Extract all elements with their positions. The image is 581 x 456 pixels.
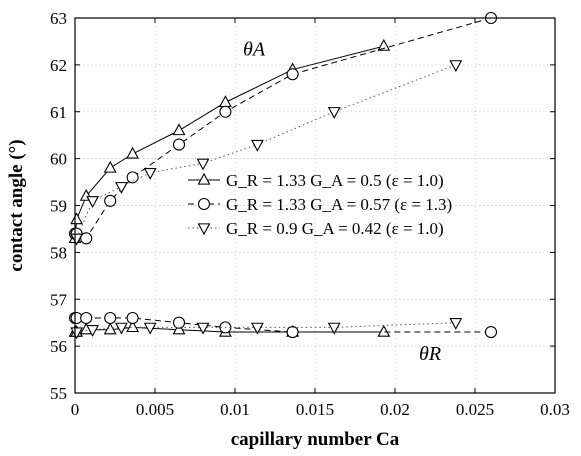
x-tick-label: 0.015 [296,400,334,419]
series-3-receding-point [143,322,157,335]
series-3-advancing-point [250,139,264,152]
series-2-advancing-point [219,105,232,118]
y-tick-label: 61 [50,103,67,122]
series-3-receding-point [250,322,264,335]
series-2-receding-point [286,326,299,339]
series-1-receding-point [172,322,186,335]
series-3-advancing-point [196,158,210,171]
series-2-advancing-point [80,232,93,245]
x-axis-title: capillary number Ca [231,429,400,450]
series-3-advancing-point [449,60,463,73]
series-1-receding-point [377,324,391,337]
axis-ticks: 0 0.005 0.01 0.015 0.02 0.025 0.03 55 56 57 58 59 60… [50,9,570,419]
y-tick-label: 56 [50,337,67,356]
x-tick-label: 0 [71,400,80,419]
series-1-advancing-point [126,146,140,159]
legend-label: G_R = 1.33 G_A = 0.57 (ε = 1.3) [226,195,452,214]
series-3-receding-point [70,327,84,340]
series-1-advancing-point [218,95,232,108]
legend-label: G_R = 1.33 G_A = 0.5 (ε = 1.0) [226,171,444,190]
series-2-advancing-point [172,138,186,151]
y-tick-label: 57 [50,290,68,309]
legend-marker [197,197,211,211]
series-1-advancing-point [70,212,84,225]
series-1-receding-point [126,320,140,333]
x-tick-label: 0.02 [380,400,410,419]
series-2-advancing-point [286,68,299,81]
y-axis-title: contact angle (°) [6,139,27,271]
series-3-receding-line [76,322,456,333]
y-tick-label: 59 [50,197,67,216]
x-tick-label: 0.005 [136,400,174,419]
series-2-advancing-point [126,171,139,184]
theta-r-annotation: θR [419,343,441,365]
series-1-advancing-point [377,38,391,51]
series-2-receding-point [172,316,186,329]
x-tick-label: 0.01 [220,400,250,419]
y-tick-label: 62 [50,56,67,75]
series-2-receding-point [80,311,93,325]
series-3-advancing-point [86,196,100,209]
series-3-receding-point [196,322,210,335]
y-tick-label: 55 [50,384,67,403]
series-3-advancing-point [70,233,84,246]
series-3-advancing-point [114,182,128,194]
y-tick-label: 58 [50,243,67,262]
series-3-advancing-point [143,168,157,180]
legend: G_R = 1.33 G_A = 0.5 (ε = 1.0) G_R = 1.33… [188,171,452,238]
series-2-receding-point [126,311,139,325]
legend-item-3: G_R = 0.9 G_A = 0.42 (ε = 1.0) [188,219,444,238]
series-3-receding-point [327,322,341,335]
y-tick-label: 60 [50,150,67,169]
x-tick-label: 0.025 [456,400,494,419]
legend-marker [197,172,211,185]
legend-marker [197,223,211,236]
series-1-advancing-point [172,123,186,136]
series-2-receding-point [484,326,498,339]
theta-a-annotation: θA [243,39,266,61]
series-2-receding-point [104,311,117,325]
series-1-receding-point [103,322,117,335]
series-2-advancing-point [104,194,117,207]
x-tick-label: 0.03 [540,400,570,419]
y-tick-label: 63 [50,9,67,28]
series-3-receding-point [86,325,100,337]
series-3-advancing-point [327,107,341,119]
series-3-receding-point [449,318,463,330]
series-3-receding-point [114,322,128,335]
legend-label: G_R = 0.9 G_A = 0.42 (ε = 1.0) [226,219,444,238]
series-3 [70,60,463,340]
series-1-advancing-point [103,160,117,173]
legend-item-1: G_R = 1.33 G_A = 0.5 (ε = 1.0) [188,171,444,190]
legend-item-2: G_R = 1.33 G_A = 0.57 (ε = 1.3) [188,195,452,214]
